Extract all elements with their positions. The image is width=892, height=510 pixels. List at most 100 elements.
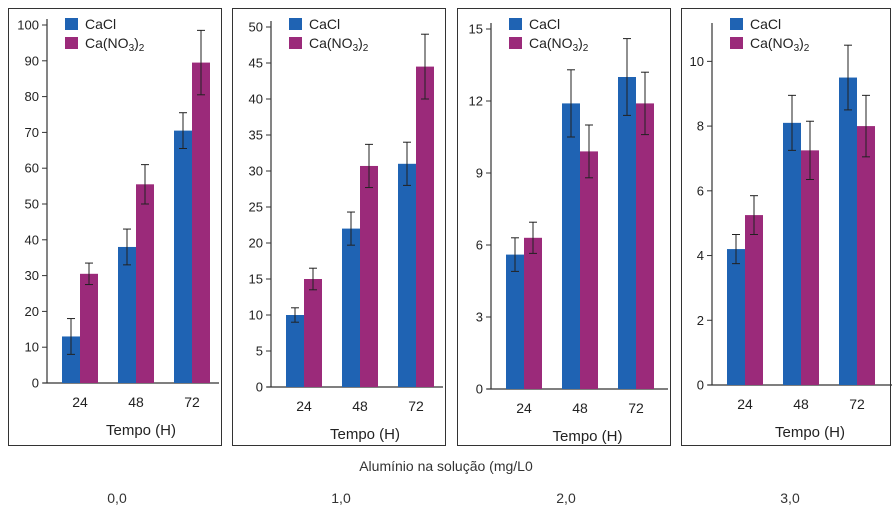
chart-panel-3: 0 2 4 6 8 10 24 48 72 Tempo (H) CaCl Ca(NO3)2 — [681, 8, 892, 446]
bar-canitrate — [192, 62, 210, 384]
bar-cacl — [62, 336, 80, 383]
y-tick-label: 40 — [25, 232, 39, 247]
bar-cacl — [562, 103, 580, 390]
y-tick-label: 9 — [476, 166, 483, 181]
legend-swatch — [730, 18, 743, 30]
legend-swatch — [289, 18, 302, 30]
shared-x-axis-label: Alumínio na solução (mg/L0 — [359, 458, 533, 474]
x-tick-label: 48 — [352, 398, 368, 414]
y-tick-label: 15 — [469, 22, 483, 37]
y-tick-label: 10 — [25, 340, 39, 355]
legend-swatch — [730, 37, 743, 49]
x-tick-label: 48 — [128, 394, 144, 410]
x-tick-label: 72 — [628, 400, 644, 416]
chart-panel-0: 0 10 20 30 40 50 60 70 80 90 100 24 48 72 Tempo (H) CaC… — [8, 8, 222, 446]
bar-canitrate — [857, 126, 875, 385]
y-tick-label: 10 — [690, 54, 704, 69]
legend-label: CaCl — [750, 16, 781, 32]
bar-canitrate — [360, 165, 378, 387]
y-tick-label: 30 — [25, 268, 39, 283]
y-tick-label: 45 — [249, 56, 263, 71]
y-tick-label: 50 — [249, 20, 263, 35]
y-tick-label: 8 — [697, 119, 704, 134]
x-tick-label: 72 — [408, 398, 424, 414]
y-tick-label: 6 — [476, 238, 483, 253]
bar-cacl — [398, 163, 416, 387]
y-tick-label: 35 — [249, 128, 263, 143]
bar-canitrate — [801, 150, 819, 385]
y-tick-label: 0 — [697, 378, 704, 393]
y-tick-label: 6 — [697, 183, 704, 198]
y-tick-label: 50 — [25, 197, 39, 212]
x-axis-label: Tempo (H) — [330, 426, 400, 443]
legend-swatch — [65, 37, 78, 49]
legend-label: Ca(NO3)2 — [85, 35, 145, 54]
x-axis-label: Tempo (H) — [106, 422, 176, 439]
y-tick-label: 20 — [25, 304, 39, 319]
x-tick-label: 24 — [296, 398, 312, 414]
legend-label: CaCl — [309, 16, 340, 32]
x-tick-label: 48 — [793, 396, 809, 412]
legend-label: CaCl — [85, 16, 116, 32]
bar-canitrate — [416, 66, 434, 387]
chart-panel-1: 0 5 10 15 20 25 30 35 40 45 50 24 48 72 Tempo (H) CaCl C… — [232, 8, 446, 446]
legend-swatch — [289, 37, 302, 49]
y-tick-label: 40 — [249, 92, 263, 107]
y-tick-label: 3 — [476, 310, 483, 325]
y-tick-label: 25 — [249, 200, 263, 215]
chart-svg-2: 0 3 6 9 12 15 24 48 72 Tempo (H) CaCl Ca(NO3)2 — [469, 16, 668, 445]
concentration-label-2: 2,0 — [556, 490, 576, 506]
y-tick-label: 12 — [469, 94, 483, 109]
x-tick-label: 72 — [849, 396, 865, 412]
bar-canitrate — [745, 215, 763, 385]
chart-svg-1: 0 5 10 15 20 25 30 35 40 45 50 24 48 72 Tempo (H) CaCl C… — [249, 16, 443, 443]
chart-svg-0: 0 10 20 30 40 50 60 70 80 90 100 24 48 72 Tempo (H) CaC… — [17, 16, 219, 439]
y-tick-label: 0 — [256, 380, 263, 395]
bar-cacl — [727, 249, 745, 385]
legend-swatch — [509, 37, 522, 49]
y-tick-label: 60 — [25, 161, 39, 176]
legend-swatch — [509, 18, 522, 30]
bar-cacl — [342, 228, 360, 387]
legend-label: CaCl — [529, 16, 560, 32]
bar-cacl — [174, 130, 192, 383]
legend-swatch — [65, 18, 78, 30]
bar-canitrate — [636, 103, 654, 390]
chart-panel-2: 0 3 6 9 12 15 24 48 72 Tempo (H) CaCl Ca(NO3)2 — [457, 8, 671, 446]
y-tick-label: 90 — [25, 53, 39, 68]
y-tick-label: 0 — [476, 382, 483, 397]
y-tick-label: 20 — [249, 236, 263, 251]
y-tick-label: 10 — [249, 308, 263, 323]
bar-cacl — [783, 122, 801, 385]
bar-canitrate — [80, 273, 98, 383]
bar-canitrate — [136, 184, 154, 383]
y-tick-label: 70 — [25, 125, 39, 140]
legend-label: Ca(NO3)2 — [750, 35, 810, 54]
x-tick-label: 48 — [572, 400, 588, 416]
y-tick-label: 4 — [697, 248, 704, 263]
concentration-label-1: 1,0 — [331, 490, 351, 506]
bar-cacl — [839, 77, 857, 385]
y-tick-label: 5 — [256, 344, 263, 359]
legend-label: Ca(NO3)2 — [529, 35, 589, 54]
x-axis-label: Tempo (H) — [552, 428, 622, 445]
bar-cacl — [618, 77, 636, 389]
y-tick-label: 100 — [17, 18, 39, 33]
x-tick-label: 24 — [516, 400, 532, 416]
x-tick-label: 24 — [737, 396, 753, 412]
bar-canitrate — [524, 237, 542, 389]
y-tick-label: 30 — [249, 164, 263, 179]
x-tick-label: 72 — [184, 394, 200, 410]
legend-label: Ca(NO3)2 — [309, 35, 369, 54]
x-tick-label: 24 — [72, 394, 88, 410]
bar-cacl — [506, 254, 524, 389]
y-tick-label: 2 — [697, 313, 704, 328]
x-axis-label: Tempo (H) — [775, 424, 845, 441]
bar-canitrate — [580, 151, 598, 389]
bar-cacl — [118, 246, 136, 383]
y-tick-label: 80 — [25, 89, 39, 104]
concentration-label-3: 3,0 — [780, 490, 800, 506]
bar-canitrate — [304, 279, 322, 387]
concentration-label-0: 0,0 — [107, 490, 127, 506]
